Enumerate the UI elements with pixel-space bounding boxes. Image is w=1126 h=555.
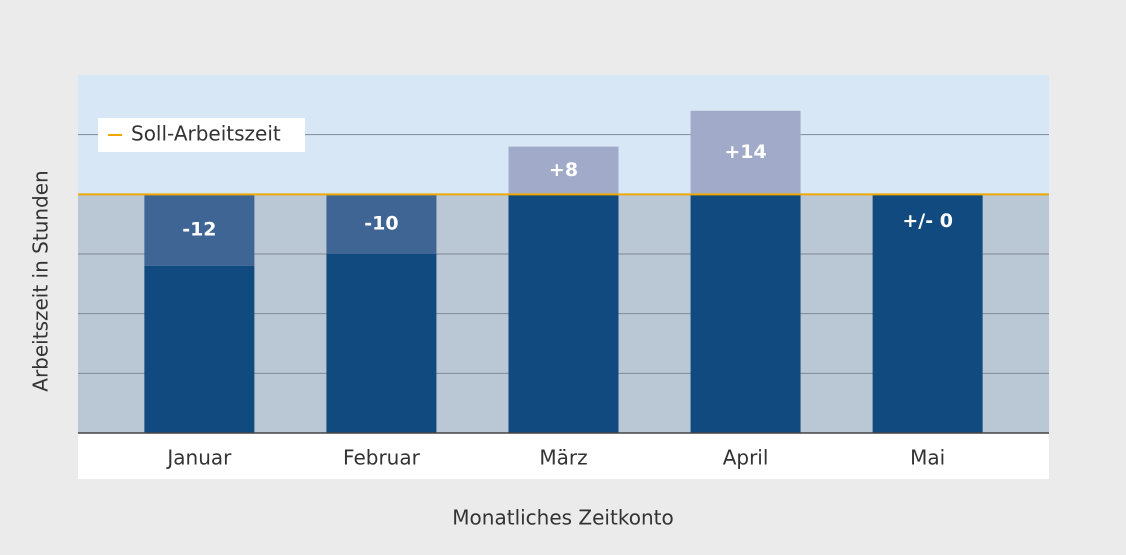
value-label: +8	[549, 159, 578, 181]
value-label: +/- 0	[902, 210, 953, 232]
bar-deviation	[508, 146, 619, 195]
x-tick-label: Februar	[343, 446, 421, 470]
x-tick-label: Januar	[165, 446, 232, 470]
bar-base	[144, 265, 255, 433]
bar-deviation	[144, 194, 255, 266]
x-tick-label: April	[723, 446, 769, 470]
bar-base	[326, 254, 437, 433]
bar-deviation	[690, 110, 801, 195]
value-label: -10	[364, 213, 398, 235]
bar-base	[690, 194, 801, 433]
x-axis-title: Monatliches Zeitkonto	[452, 506, 673, 530]
category-band	[78, 433, 1049, 479]
value-label: +14	[724, 141, 766, 163]
bar-deviation	[326, 194, 437, 254]
bar-base	[872, 194, 983, 433]
value-label: -12	[182, 219, 216, 241]
y-axis-title: Arbeitszeit in Stunden	[29, 170, 53, 391]
bar-base	[508, 194, 619, 433]
x-tick-label: Mai	[910, 446, 945, 470]
legend-box	[98, 118, 305, 152]
legend-label: Soll-Arbeitszeit	[131, 122, 281, 146]
x-tick-label: März	[539, 446, 587, 470]
